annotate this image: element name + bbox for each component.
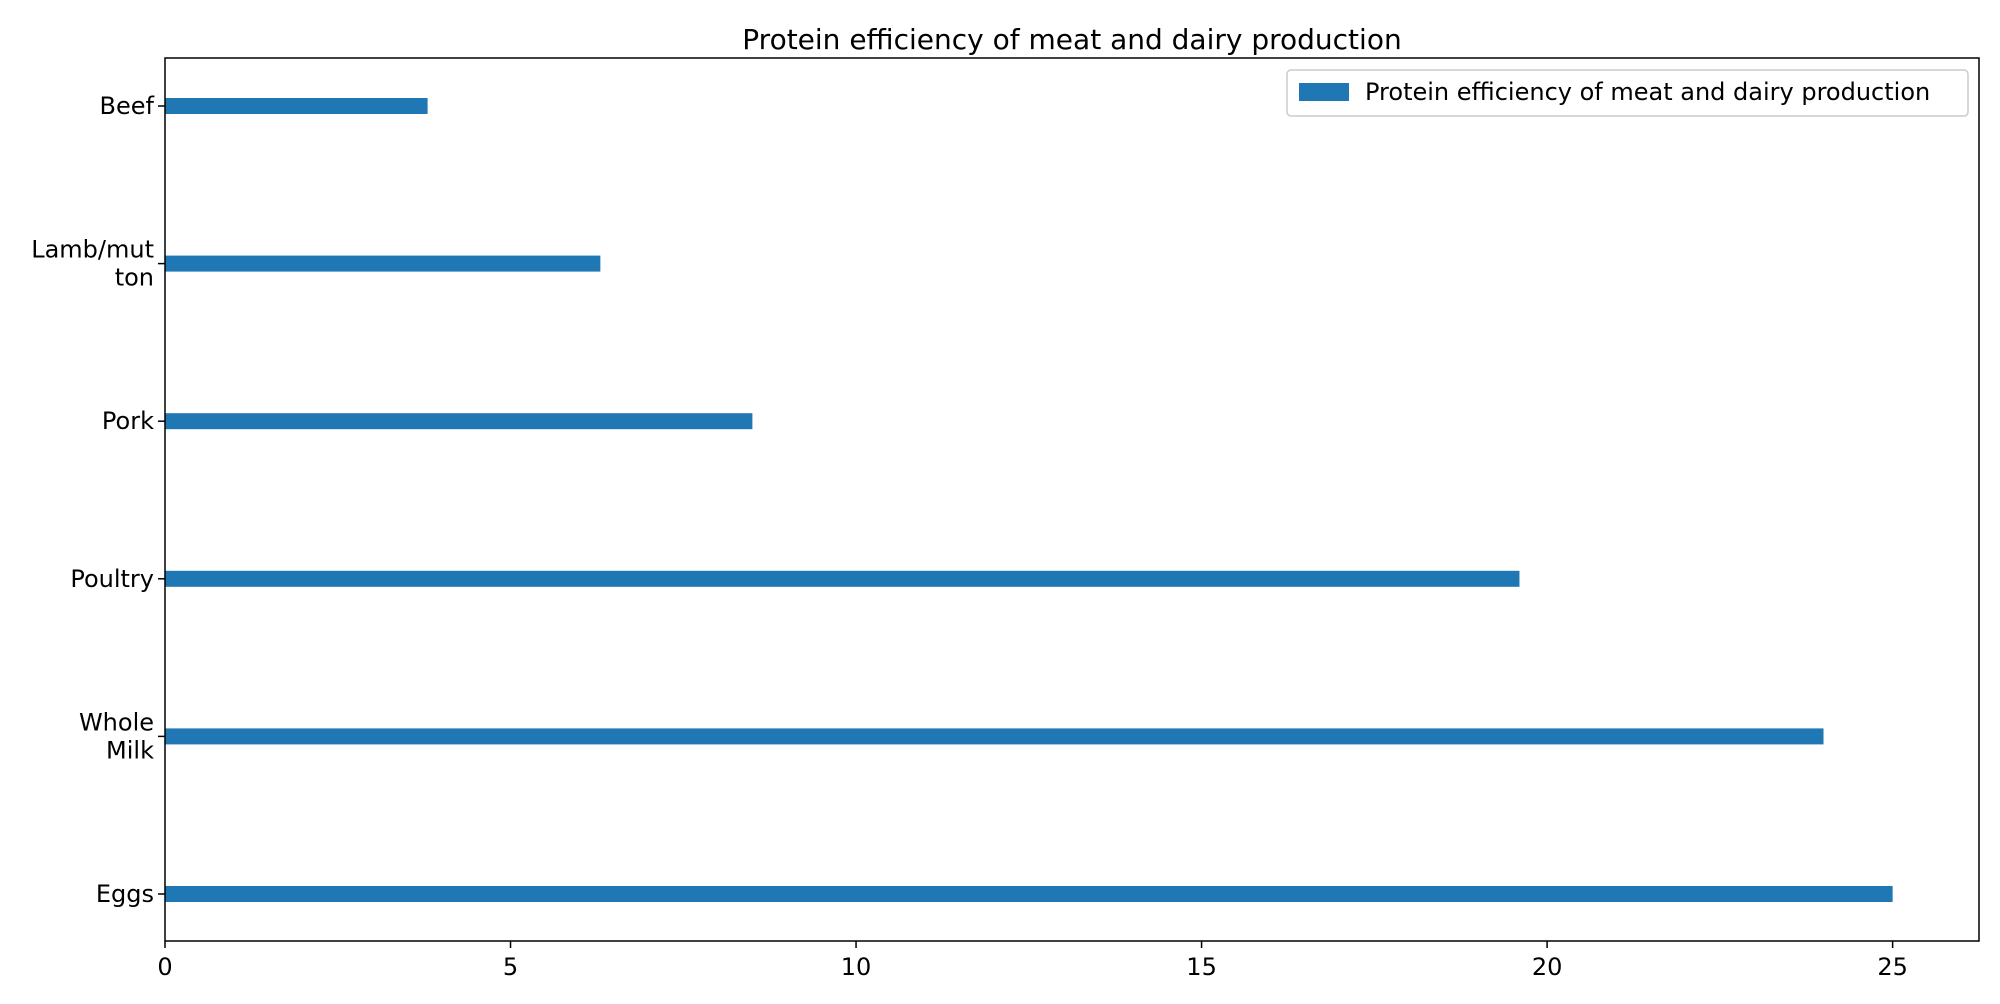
bar xyxy=(165,98,428,114)
y-tick-label: Pork xyxy=(102,407,154,435)
legend: Protein efficiency of meat and dairy pro… xyxy=(1286,69,1969,117)
plot-frame xyxy=(164,57,1980,942)
bar xyxy=(165,255,601,272)
axes-layer xyxy=(164,57,1980,942)
x-tick-label: 25 xyxy=(1877,953,1908,981)
chart-title: Protein efficiency of meat and dairy pro… xyxy=(742,23,1401,56)
x-tick-label: 5 xyxy=(503,953,518,981)
bar xyxy=(165,728,1824,745)
x-tick-label: 10 xyxy=(841,953,872,981)
ticks-layer: Beef Lamb/mut ton Pork Poultry Whole Milk Eggs 0… xyxy=(31,92,1908,981)
y-tick-label: Beef xyxy=(100,92,155,120)
legend-swatch xyxy=(1299,83,1349,101)
bar xyxy=(165,413,753,430)
y-tick-label: Whole Milk xyxy=(79,708,154,764)
bar xyxy=(165,570,1520,587)
legend-label: Protein efficiency of meat and dairy pro… xyxy=(1365,78,1930,106)
bars-layer xyxy=(165,98,1893,902)
bar xyxy=(165,886,1893,902)
y-tick-label: Poultry xyxy=(70,565,154,593)
x-tick-label: 20 xyxy=(1532,953,1563,981)
y-tick-label: Lamb/mut ton xyxy=(31,236,154,292)
x-tick-label: 0 xyxy=(157,953,172,981)
legend-box xyxy=(1286,69,1969,117)
x-tick-label: 15 xyxy=(1186,953,1217,981)
y-tick-label: Eggs xyxy=(96,880,154,908)
